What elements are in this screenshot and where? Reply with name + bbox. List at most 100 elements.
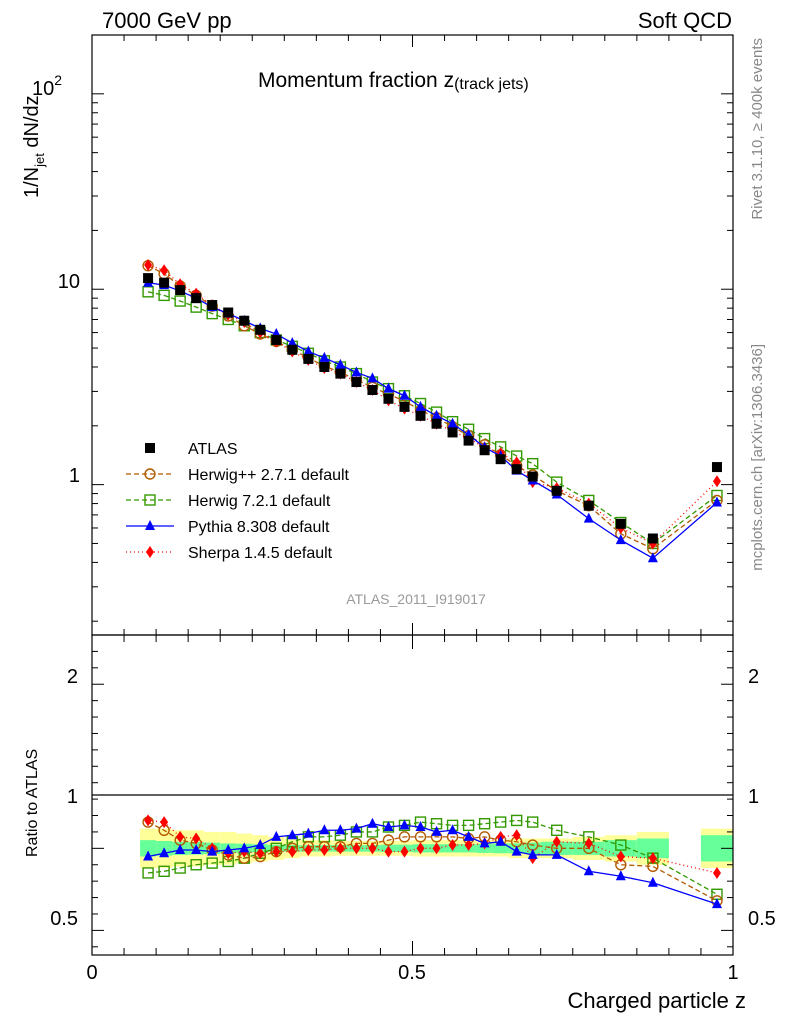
point-atlas	[431, 418, 442, 429]
legend-label: Herwig++ 2.7.1 default	[188, 467, 350, 484]
point-atlas	[495, 454, 506, 465]
ratio-point-sherpa-1-4-5-default	[160, 816, 169, 829]
point-atlas	[303, 353, 314, 364]
point-atlas	[175, 285, 186, 296]
point-atlas	[383, 393, 394, 404]
ratio-point-sherpa-1-4-5-default	[712, 866, 721, 879]
y-tick-label-1: 1	[69, 465, 80, 487]
ratio-point-sherpa-1-4-5-default	[144, 814, 153, 827]
main-panel: 102 10 1 1/Njet dN/dz Momentum fraction …	[21, 34, 734, 636]
ratio-point-sherpa-1-4-5-default	[336, 842, 345, 855]
point-herwig-7-2-1-default	[174, 295, 186, 307]
ratio-point-pythia-8-308-default	[239, 842, 250, 853]
ratio-point-pythia-8-308-default	[399, 819, 410, 830]
x-tick-label-05: 0.5	[398, 962, 426, 984]
point-pythia-8-308-default	[431, 409, 442, 420]
point-atlas	[463, 435, 474, 446]
point-atlas	[255, 324, 266, 335]
ratio-point-herwig-7-2-1-default	[551, 824, 563, 836]
legend-marker	[144, 468, 156, 480]
point-pythia-8-308-default	[319, 351, 330, 362]
ratio-point-sherpa-1-4-5-default	[512, 829, 521, 842]
ratio-point-sherpa-1-4-5-default	[320, 843, 329, 856]
point-pythia-8-308-default	[647, 552, 658, 563]
ratio-point-herwig-7-2-1-default	[510, 814, 523, 827]
ratio-point-sherpa-1-4-5-default	[400, 845, 409, 858]
point-atlas	[335, 368, 346, 379]
point-pythia-8-308-default	[351, 366, 362, 377]
point-atlas	[647, 533, 658, 544]
header-left: 7000 GeV pp	[102, 8, 232, 33]
point-sherpa-1-4-5-default	[144, 259, 153, 272]
ratio-point-pythia-8-308-default	[287, 829, 298, 840]
ratio-point-pythia-8-308-default	[479, 837, 490, 848]
ratio-y-tick-label-2-left: 2	[67, 666, 78, 688]
ratio-point-pythia-8-308-default	[351, 822, 362, 833]
ratio-point-pythia-8-308-default	[191, 843, 202, 854]
ratio-line-herwig-7-2-1-default	[148, 819, 718, 895]
plot-title: Momentum fraction z(track jets)	[258, 69, 529, 93]
point-atlas	[271, 334, 282, 345]
point-atlas	[479, 445, 490, 456]
ratio-point-herwig-7-2-1-default	[174, 862, 186, 874]
band-stat	[492, 843, 509, 854]
ratio-point-sherpa-1-4-5-default	[552, 835, 561, 848]
ratio-point-pythia-8-308-default	[383, 821, 394, 831]
ratio-point-pythia-8-308-default	[319, 824, 330, 835]
point-pythia-8-308-default	[335, 358, 346, 369]
ratio-point-pythia-8-308-default	[303, 827, 314, 838]
ratio-point-sherpa-1-4-5-default	[432, 842, 441, 855]
ratio-point-herwig-2-7-1-default	[398, 831, 411, 843]
ratio-point-herwig-7-2-1-default	[142, 867, 154, 879]
ratio-y-tick-label-2-right: 2	[748, 666, 759, 688]
point-pythia-8-308-default	[303, 345, 314, 356]
legend-label: Herwig 7.2.1 default	[188, 493, 331, 510]
point-sherpa-1-4-5-default	[712, 475, 721, 488]
ratio-point-pythia-8-308-default	[527, 848, 538, 859]
ratio-point-pythia-8-308-default	[583, 865, 594, 876]
point-atlas	[207, 300, 218, 311]
ratio-point-sherpa-1-4-5-default	[368, 842, 377, 855]
point-pythia-8-308-default	[415, 400, 426, 411]
ratio-point-sherpa-1-4-5-default	[192, 832, 201, 845]
point-sherpa-1-4-5-default	[160, 264, 169, 277]
ratio-point-herwig-7-2-1-default	[494, 816, 507, 828]
point-atlas	[511, 464, 522, 475]
legend-marker	[144, 494, 156, 506]
ratio-point-pythia-8-308-default	[495, 835, 506, 846]
ratio-point-pythia-8-308-default	[647, 876, 658, 887]
ratio-y-tick-label-1-right: 1	[748, 786, 759, 808]
legend-label: Pythia 8.308 default	[188, 519, 330, 536]
side-label-bottom: mcplots.cern.ch [arXiv:1306.3436]	[749, 344, 766, 571]
ratio-point-sherpa-1-4-5-default	[272, 845, 281, 858]
point-atlas	[415, 410, 426, 421]
series-atlas	[143, 273, 722, 544]
point-pythia-8-308-default	[615, 534, 626, 545]
point-pythia-8-308-default	[583, 512, 594, 523]
header-right: Soft QCD	[638, 8, 732, 33]
ratio-point-pythia-8-308-default	[415, 821, 426, 831]
band-stat	[636, 838, 669, 859]
ratio-point-sherpa-1-4-5-default	[352, 842, 361, 855]
ratio-point-pythia-8-308-default	[511, 845, 522, 856]
ratio-point-pythia-8-308-default	[551, 848, 562, 859]
ratio-series	[142, 814, 723, 909]
ratio-point-pythia-8-308-default	[175, 843, 186, 854]
ratio-point-sherpa-1-4-5-default	[288, 845, 297, 858]
x-tick-label-0: 0	[86, 962, 97, 984]
point-atlas	[367, 384, 378, 395]
legend-label: ATLAS	[188, 441, 238, 458]
legend-marker	[145, 520, 155, 530]
point-atlas	[223, 307, 234, 318]
point-pythia-8-308-default	[383, 382, 394, 393]
legend-item-herwig-7-2-1-default: Herwig 7.2.1 default	[126, 493, 331, 510]
ratio-point-sherpa-1-4-5-default	[384, 845, 393, 858]
ratio-point-sherpa-1-4-5-default	[256, 847, 265, 860]
point-atlas	[711, 462, 722, 473]
ratio-point-sherpa-1-4-5-default	[304, 843, 313, 856]
ratio-point-pythia-8-308-default	[711, 898, 722, 909]
band-stat	[140, 840, 157, 857]
point-atlas	[319, 361, 330, 372]
point-atlas	[551, 485, 562, 496]
